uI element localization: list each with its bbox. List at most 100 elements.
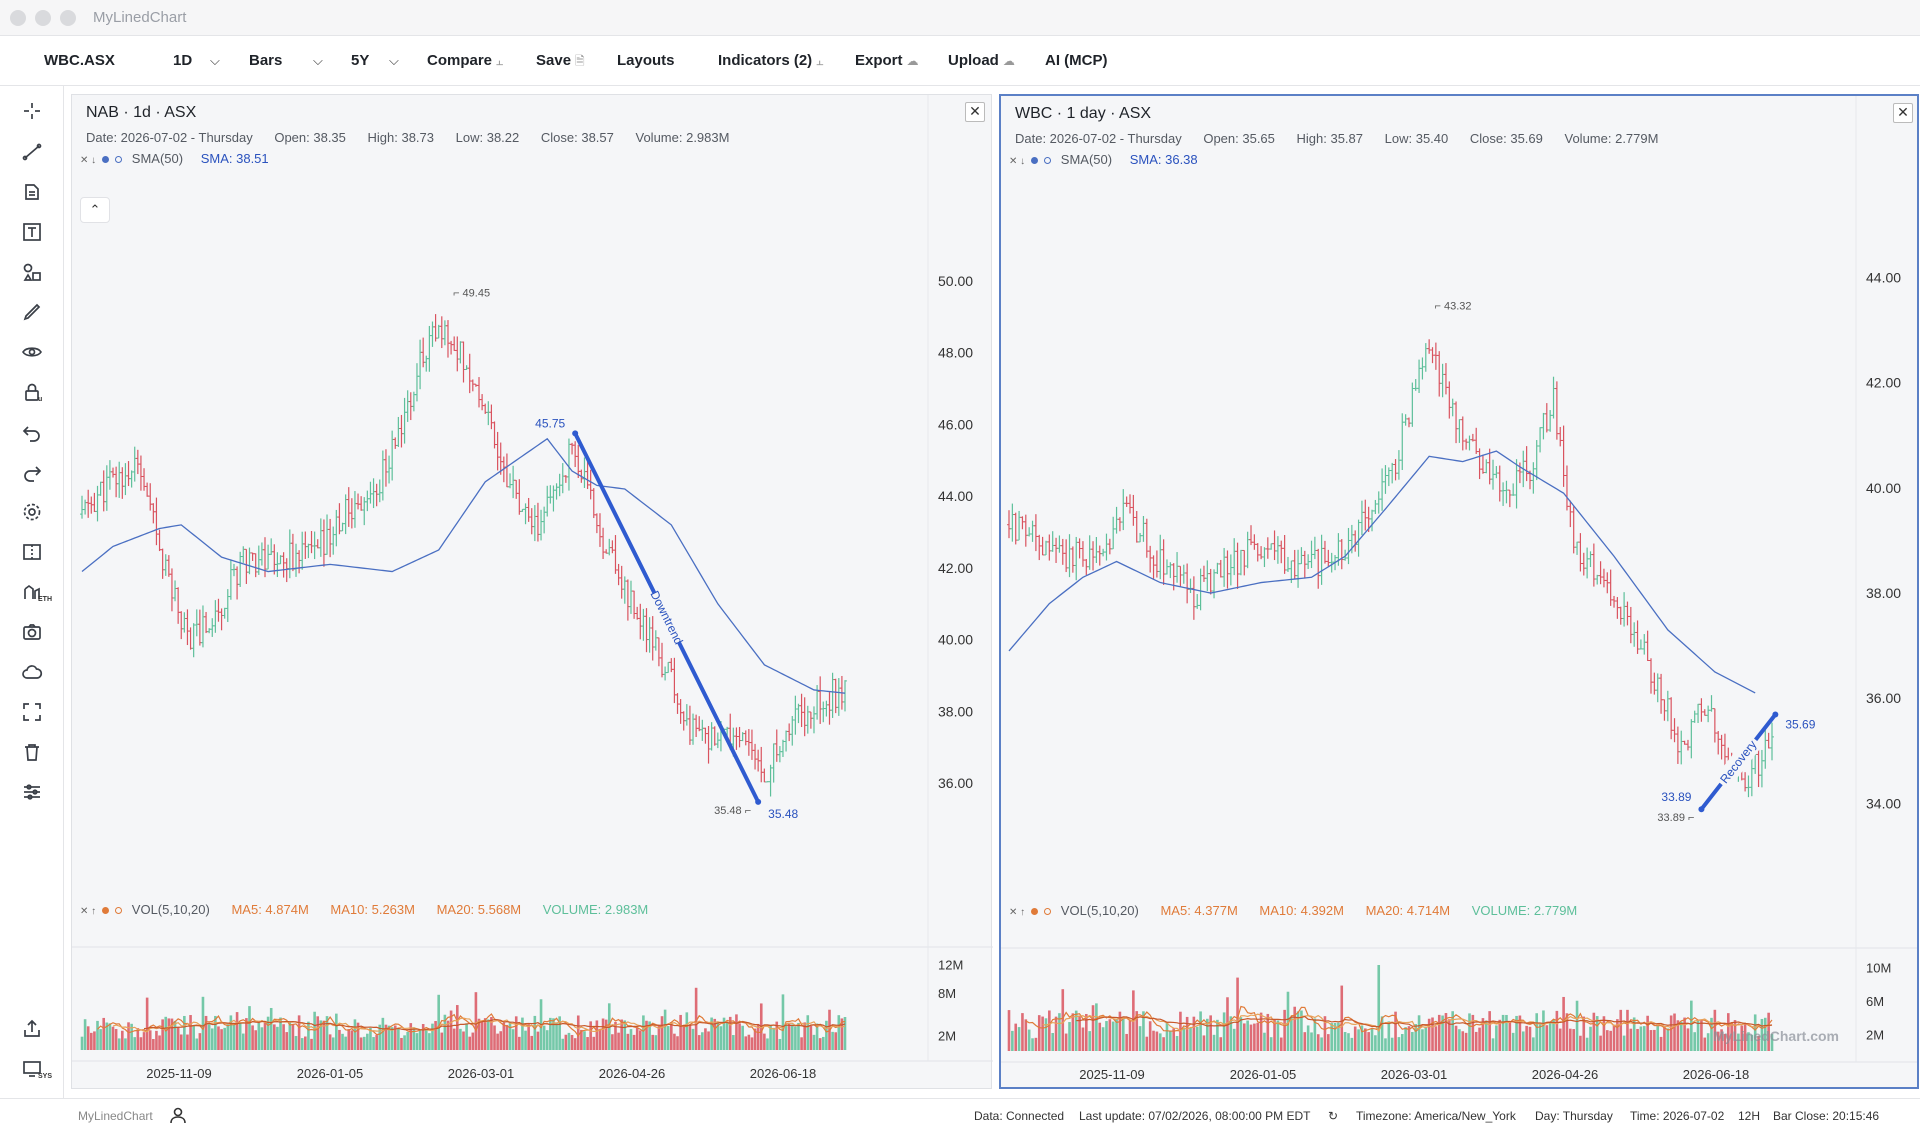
trend-line-icon[interactable] xyxy=(18,138,46,166)
eth-icon[interactable]: ETH xyxy=(18,578,52,606)
sma-settings-icon[interactable] xyxy=(1044,157,1052,165)
volume-bar xyxy=(124,1038,127,1050)
range-button[interactable]: 5Y xyxy=(351,52,370,69)
volume-bar xyxy=(1763,1017,1767,1051)
save-button[interactable]: Save 🗎 xyxy=(536,36,585,86)
volume-bar xyxy=(1189,1027,1192,1051)
compare-icon[interactable] xyxy=(18,538,46,566)
settings-icon[interactable] xyxy=(18,498,46,526)
volume-bar xyxy=(1253,1023,1256,1051)
sma-legend[interactable]: ✕ ↓ SMA(50) SMA: 38.51 xyxy=(80,151,269,166)
volume-bar xyxy=(617,1032,620,1050)
volume-bar xyxy=(207,1023,211,1050)
wbc-chart-svg[interactable]: 34.00 36.00 38.00 40.00 42.00 44.00 2025-11-09… xyxy=(1001,96,1917,1087)
watermark: MyLinedChart.com xyxy=(1713,1028,1839,1044)
cloud-icon[interactable] xyxy=(18,658,46,686)
user-icon[interactable] xyxy=(168,1105,188,1128)
compare-button[interactable]: Compare ⫠ xyxy=(427,36,503,86)
fullscreen-icon[interactable] xyxy=(18,698,46,726)
share-icon[interactable] xyxy=(18,1015,46,1043)
indicator-controls-icon[interactable]: ✕ ↓ xyxy=(1009,156,1026,167)
volume-bar xyxy=(1656,1026,1660,1051)
volume-bar xyxy=(1027,1029,1031,1051)
close-window-button[interactable] xyxy=(10,10,26,26)
sma-color-dot xyxy=(102,156,110,164)
eye-icon[interactable] xyxy=(18,338,46,366)
volume-tick-label: 2M xyxy=(938,1029,956,1044)
undo-icon[interactable] xyxy=(18,418,46,446)
vol-settings-icon[interactable] xyxy=(115,907,123,915)
collapse-chevron-up-icon[interactable]: ⌃ xyxy=(80,197,110,223)
volume-bar xyxy=(790,1024,794,1050)
volume-bar xyxy=(403,1035,406,1050)
refresh-icon[interactable]: ↻ xyxy=(1328,1109,1339,1123)
brush-icon[interactable] xyxy=(18,298,46,326)
volume-controls-icon[interactable]: ✕ ↑ xyxy=(1009,907,1026,918)
status-timezone[interactable]: Timezone: America/New_York xyxy=(1356,1109,1516,1123)
crosshair-icon[interactable] xyxy=(18,97,46,125)
top-toolbar: WBC.ASX 1D ⌵ Bars ⌵ 5Y ⌵ Compare ⫠ Save 🗎 … xyxy=(0,36,1920,86)
volume-bar xyxy=(1407,1026,1411,1051)
chart-type-button[interactable]: Bars xyxy=(249,52,283,69)
interval-chevron-down-icon[interactable]: ⌵ xyxy=(210,53,220,68)
volume-tick-label: 12M xyxy=(938,957,963,972)
volume-bar xyxy=(1064,1033,1068,1051)
hour-mode-toggle[interactable]: 12H xyxy=(1738,1109,1761,1123)
volume-bar xyxy=(1263,1032,1266,1051)
volume-bar xyxy=(331,1037,335,1050)
camera-icon[interactable] xyxy=(18,618,46,646)
range-chevron-down-icon[interactable]: ⌵ xyxy=(389,53,399,68)
ma20-value: MA20: 4.714M xyxy=(1365,903,1451,918)
interval-button[interactable]: 1D xyxy=(173,52,193,69)
volume-bar xyxy=(117,1038,121,1050)
minimize-window-button[interactable] xyxy=(35,10,51,26)
redo-icon[interactable] xyxy=(18,458,46,486)
volume-bar xyxy=(446,1020,450,1050)
lock-icon[interactable]: u xyxy=(18,378,46,406)
panel-close-button[interactable]: ✕ xyxy=(1893,103,1913,123)
volume-bar xyxy=(158,1035,161,1050)
y-tick-label: 48.00 xyxy=(938,345,973,361)
volume-bar xyxy=(1300,1010,1303,1051)
sliders-icon[interactable] xyxy=(18,778,46,806)
chart-type-chevron-down-icon[interactable]: ⌵ xyxy=(313,53,323,68)
volume-ma-line xyxy=(1025,1005,1773,1033)
text-icon[interactable] xyxy=(18,218,46,246)
volume-controls-icon[interactable]: ✕ ↑ xyxy=(80,906,97,917)
volume-bar xyxy=(96,1020,99,1050)
volume-bar xyxy=(821,1036,825,1050)
nab-chart-svg[interactable]: 36.00 38.00 40.00 42.00 44.00 46.00 48.00 50.00… xyxy=(72,95,993,1090)
indicators-button[interactable]: Indicators (2) ⫠ xyxy=(718,36,823,86)
volume-bar xyxy=(1716,1031,1720,1051)
sma-legend[interactable]: ✕ ↓ SMA(50) SMA: 36.38 xyxy=(1009,152,1198,167)
export-button[interactable]: Export ☁ xyxy=(855,36,919,86)
volume-bar xyxy=(421,1024,425,1050)
volume-bar xyxy=(83,1019,87,1050)
panel-close-button[interactable]: ✕ xyxy=(965,102,985,122)
fib-icon[interactable] xyxy=(18,178,46,206)
volume-bar xyxy=(670,1022,673,1050)
indicator-controls-icon[interactable]: ✕ ↓ xyxy=(80,155,97,166)
volume-bar xyxy=(1585,1037,1589,1051)
volume-bar xyxy=(1111,1021,1115,1051)
trend-label-bg xyxy=(646,588,688,647)
trash-icon[interactable] xyxy=(18,738,46,766)
chart-panel-nab[interactable]: 36.00 38.00 40.00 42.00 44.00 46.00 48.00 50.00… xyxy=(71,94,993,1090)
layouts-button[interactable]: Layouts xyxy=(617,52,675,69)
volume-bar xyxy=(1663,1026,1666,1051)
y-tick-label: 42.00 xyxy=(938,560,973,576)
shapes-icon[interactable] xyxy=(18,258,46,286)
volume-bar xyxy=(1017,1027,1021,1051)
vol-settings-icon[interactable] xyxy=(1044,908,1052,916)
trend-start-handle xyxy=(572,430,579,437)
symbol-search-button[interactable]: WBC.ASX xyxy=(44,52,115,69)
sys-icon[interactable]: SYS xyxy=(18,1055,52,1083)
upload-button[interactable]: Upload ☁ xyxy=(948,36,1015,86)
maximize-window-button[interactable] xyxy=(60,10,76,26)
ai-mcp-button[interactable]: AI (MCP) xyxy=(1045,52,1108,69)
volume-bar xyxy=(620,1019,623,1050)
chart-panel-wbc[interactable]: 34.00 36.00 38.00 40.00 42.00 44.00 2025-11-09… xyxy=(999,94,1919,1089)
compare-icon: ⫠ xyxy=(496,54,504,68)
volume-bar xyxy=(1626,1009,1629,1051)
sma-settings-icon[interactable] xyxy=(115,156,123,164)
